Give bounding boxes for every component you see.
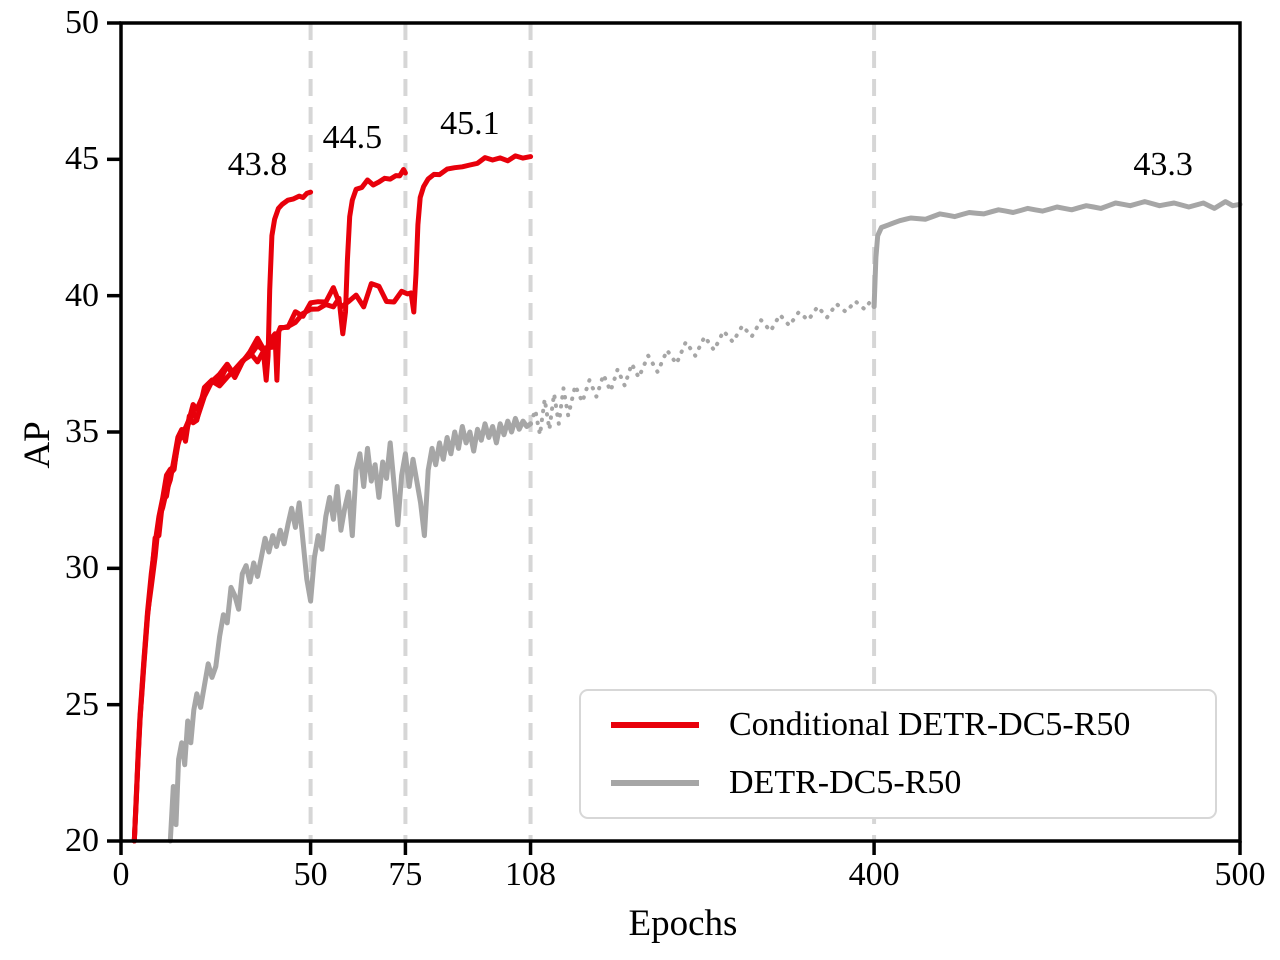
- y-tick-label-20: 20: [65, 822, 99, 859]
- y-tick-label-25: 25: [65, 685, 99, 723]
- x-tick-label-400: 400: [848, 856, 900, 893]
- y-axis-label: AP: [17, 421, 59, 469]
- y-tick-label-35: 35: [65, 413, 99, 450]
- x-tick-label-0: 0: [112, 856, 130, 893]
- annotation-45.1: 45.1: [440, 104, 500, 142]
- x-axis-label: Epochs: [628, 903, 738, 944]
- y-tick-label-30: 30: [65, 549, 99, 587]
- series-detr-solid-0-108: [167, 415, 534, 844]
- series-detr-dotted-108-400: [528, 299, 877, 437]
- y-tick-label-40: 40: [65, 276, 99, 314]
- series-conditional-detr-108ep-run: [131, 153, 534, 844]
- x-tick-label-108: 108: [505, 856, 557, 893]
- legend-label: Conditional DETR-DC5-R50: [729, 706, 1131, 743]
- x-tick-label-75: 75: [388, 856, 423, 893]
- annotation-43.8: 43.8: [227, 145, 288, 183]
- legend-item-conditional-detr: Conditional DETR-DC5-R50: [581, 703, 1215, 747]
- y-tick-label-45: 45: [65, 140, 99, 178]
- annotation-43.3: 43.3: [1133, 145, 1193, 183]
- legend-line-swatch-gray: [611, 780, 699, 786]
- series-detr-solid-400-500: [871, 199, 1243, 310]
- x-tick-label-50: 50: [293, 856, 328, 893]
- legend-label: DETR-DC5-R50: [729, 764, 962, 801]
- legend-item-detr: DETR-DC5-R50: [581, 761, 1215, 805]
- legend-line-swatch-red: [611, 722, 699, 728]
- annotation-44.5: 44.5: [322, 118, 383, 156]
- x-tick-label-500: 500: [1214, 856, 1266, 893]
- legend: Conditional DETR-DC5-R50 DETR-DC5-R50: [579, 689, 1217, 819]
- y-tick-label-50: 50: [65, 4, 99, 41]
